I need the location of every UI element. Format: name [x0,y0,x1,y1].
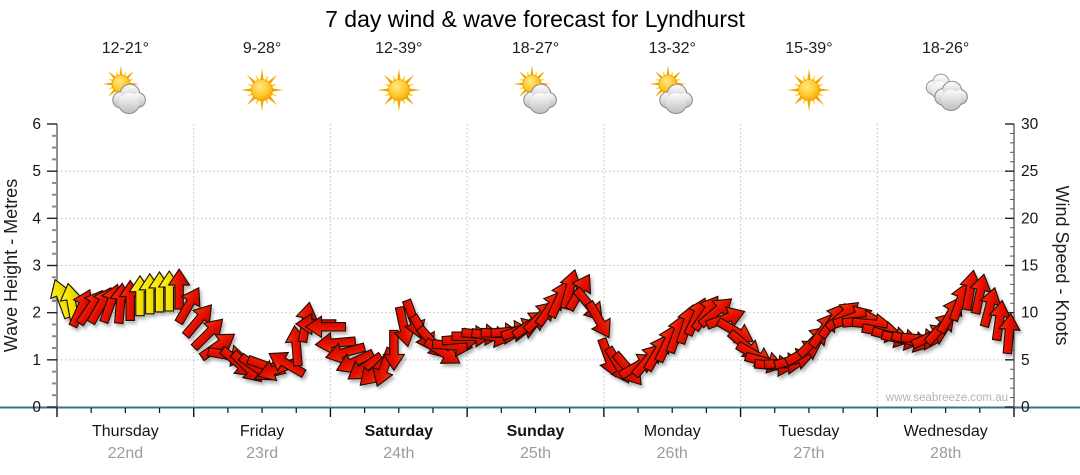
cloudy-icon [925,73,968,112]
sunny-icon [787,68,831,112]
temperature-range: 18-26° [922,40,970,57]
day-column-header: 15-39° [741,40,878,121]
wind-arrows [49,268,1021,388]
wind-arrow [382,329,406,372]
day-label: Saturday 24th [330,421,467,465]
right-axis-tick-label: 0 [1021,399,1030,416]
wind-arrow [304,315,347,339]
partly-cloudy-icon [102,65,147,115]
chart-title: 7 day wind & wave forecast for Lyndhurst [325,6,745,32]
day-label-row: Thursday 22nd Friday 23rd Saturday 24th … [57,421,1014,465]
weather-icon-slot [508,64,564,116]
day-column-header: 18-26° [877,40,1014,121]
right-axis-tick-label: 15 [1021,258,1038,275]
temperature-range: 15-39° [785,40,833,57]
day-header-row: 12-21° 9-28° 12-39° 18-27° 13-32° 15-39°… [57,40,1014,121]
day-name: Wednesday [903,423,988,440]
left-axis-tick-label: 6 [32,116,41,133]
gridlines [57,124,1014,407]
wind-arrow [997,312,1021,355]
day-label: Monday 26th [604,421,741,465]
day-date: 26th [656,445,688,462]
left-axis-tick-label: 4 [32,210,41,227]
day-name: Friday [239,423,285,440]
day-label: Friday 23rd [194,421,331,465]
right-axis-tick-label: 30 [1021,116,1039,133]
left-axis-tick-label: 0 [32,399,41,416]
partly-cloudy-icon [513,65,557,115]
wind-arrow [268,351,307,378]
day-date: 28th [930,445,962,462]
wind-arrow [174,286,201,326]
right-axis-tick-label: 10 [1021,305,1039,322]
day-name: Monday [643,423,701,440]
left-axis-title: Wave Height - Metres [1,179,21,352]
day-label: Wednesday 28th [877,421,1014,465]
day-name: Thursday [92,423,159,440]
day-column-header: 12-39° [330,40,467,121]
temperature-range: 12-39° [375,40,423,57]
day-column-header: 9-28° [194,40,331,121]
right-axis-tick-label: 25 [1021,163,1038,180]
day-label: Thursday 22nd [57,421,194,465]
day-column-header: 13-32° [604,40,741,121]
left-axis-tick-label: 2 [32,305,41,322]
temperature-range: 13-32° [648,40,696,57]
wind-arrow [167,268,191,310]
partly-cloudy-icon [649,65,694,115]
day-date: 24th [383,445,415,462]
left-axis-tick-label: 1 [32,352,41,369]
day-date: 27th [793,445,825,462]
wind-arrow [584,300,611,339]
weather-icon-slot [918,64,974,116]
day-column-header: 18-27° [467,40,604,121]
right-axis-title: Wind Speed - Knots [1052,185,1072,345]
sunny-icon [240,68,284,112]
right-axis-ticks: 0 5 10 15 20 25 30 [1005,116,1039,416]
day-date: 23rd [246,445,279,462]
day-name: Tuesday [778,423,840,440]
day-label: Tuesday 27th [741,421,878,465]
right-axis-tick-label: 5 [1021,352,1030,369]
day-label: Sunday 25th [467,421,604,465]
day-name: Saturday [364,423,434,440]
temperature-range: 18-27° [511,40,560,57]
left-axis-ticks: 0 1 2 3 4 5 6 [32,116,57,416]
right-axis-tick-label: 20 [1021,210,1039,227]
weather-icon-slot [781,64,837,116]
weather-icon-slot [371,64,427,116]
left-axis-tick-label: 3 [32,258,41,275]
x-axis-ticks [56,408,1015,417]
temperature-range: 9-28° [242,40,282,57]
day-name: Sunday [506,423,565,440]
left-axis-tick-label: 5 [32,163,41,180]
temperature-range: 12-21° [101,40,150,57]
sunny-icon [377,68,421,112]
day-date: 25th [519,445,552,462]
day-column-header: 12-21° [57,40,194,121]
watermark: www.seabreeze.com.au [885,392,1008,404]
weather-icon-slot [234,64,290,116]
day-date: 22nd [107,445,144,462]
weather-icon-slot [97,64,153,116]
weather-icon-slot [644,64,700,116]
